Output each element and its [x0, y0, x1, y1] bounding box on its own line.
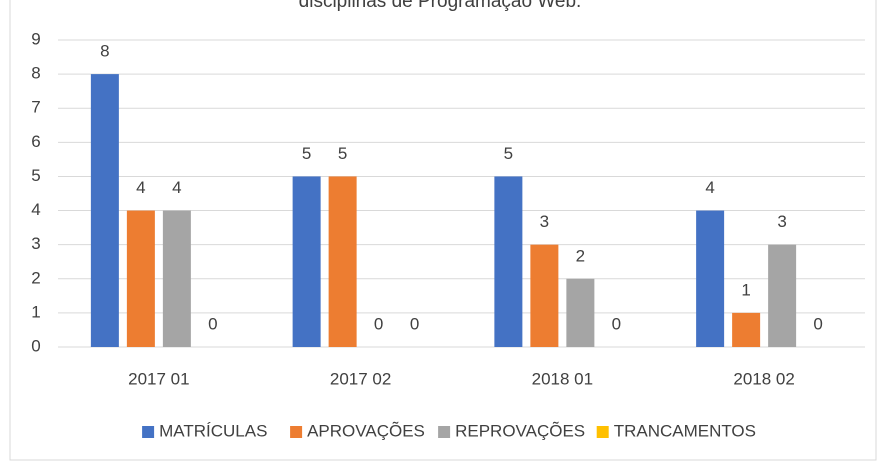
data-label: 3: [540, 212, 549, 231]
y-tick-label: 7: [31, 98, 40, 117]
data-label: 1: [741, 280, 750, 299]
bar: [732, 312, 761, 347]
data-label: 4: [136, 178, 145, 197]
bar: [696, 210, 725, 347]
data-label: 0: [612, 314, 621, 333]
legend-swatch: [290, 426, 303, 438]
data-label: 3: [777, 212, 786, 231]
data-label: 8: [100, 42, 109, 61]
y-tick-label: 0: [31, 336, 40, 355]
bar: [162, 210, 191, 347]
bar: [126, 210, 155, 347]
x-tick-label: 2018 02: [733, 369, 794, 388]
data-label: 0: [374, 314, 383, 333]
data-label: 0: [208, 314, 217, 333]
legend-swatch: [438, 426, 451, 438]
y-tick-label: 6: [31, 132, 40, 151]
y-tick-label: 8: [31, 64, 40, 83]
data-label: 5: [504, 144, 513, 163]
y-tick-label: 3: [31, 234, 40, 253]
bar: [328, 176, 357, 347]
bar: [494, 176, 523, 347]
y-tick-label: 5: [31, 166, 40, 185]
data-label: 0: [813, 314, 822, 333]
y-tick-label: 2: [31, 268, 40, 287]
x-tick-label: 2017 02: [330, 369, 391, 388]
data-label: 4: [172, 178, 181, 197]
chart-title: disciplinas de Programação Web.: [299, 0, 582, 12]
y-tick-label: 9: [31, 29, 40, 48]
x-tick-label: 2017 01: [128, 369, 189, 388]
bar: [530, 244, 559, 347]
bar: [768, 244, 797, 347]
y-tick-label: 4: [31, 200, 40, 219]
data-label: 5: [338, 144, 347, 163]
legend-swatch: [596, 426, 609, 438]
legend-swatch: [142, 426, 155, 438]
bar: [566, 278, 595, 347]
legend-label: REPROVAÇÕES: [455, 421, 585, 440]
data-label: 0: [410, 314, 419, 333]
legend-label: APROVAÇÕES: [307, 421, 425, 440]
bar: [90, 74, 119, 347]
legend-label: MATRÍCULAS: [159, 421, 267, 440]
data-label: 2: [576, 246, 585, 265]
y-tick-label: 1: [31, 302, 40, 321]
bar: [292, 176, 321, 347]
data-label: 5: [302, 144, 311, 163]
data-label: 4: [705, 178, 714, 197]
x-tick-label: 2018 01: [532, 369, 593, 388]
legend-label: TRANCAMENTOS: [614, 421, 756, 440]
